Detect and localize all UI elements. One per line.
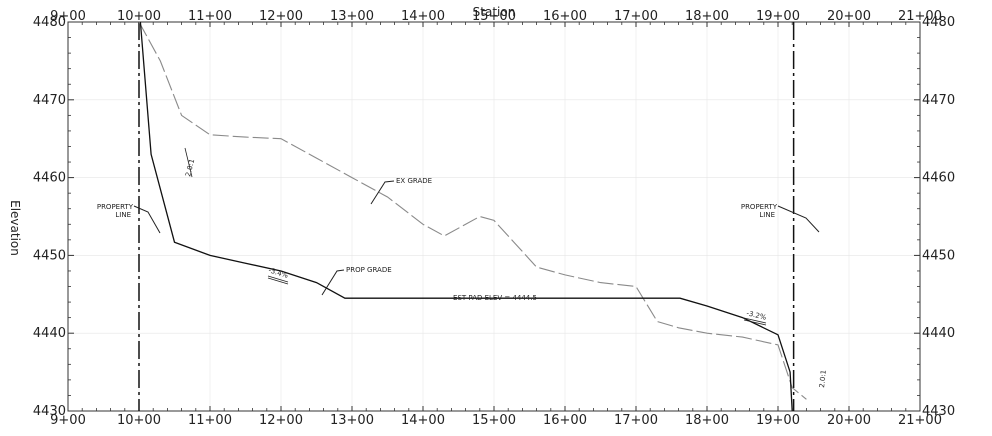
grade-right-arrow-2 — [743, 319, 767, 326]
x-axis-title: Station — [473, 5, 516, 19]
x-tick-label-top: 16+00 — [543, 9, 587, 24]
prop-grade-leader — [321, 269, 345, 296]
x-tick-label-top: 12+00 — [259, 9, 303, 24]
x-tick-label-bottom: 16+00 — [543, 413, 587, 428]
axis-ticks — [67, 21, 921, 412]
grid — [68, 22, 920, 411]
x-tick-label-top: 17+00 — [614, 9, 658, 24]
y-tick-label-left: 4460 — [33, 171, 66, 186]
y-tick-label-left: 4480 — [33, 15, 66, 30]
x-tick-label-top: 9+00 — [50, 9, 86, 24]
x-tick-label-bottom: 12+00 — [259, 413, 303, 428]
slope-left-underline — [184, 147, 193, 178]
x-tick-label-bottom: 20+00 — [827, 413, 871, 428]
x-tick-label-top: 13+00 — [330, 9, 374, 24]
y-tick-label-right: 4440 — [922, 326, 955, 341]
x-tick-label-bottom: 13+00 — [330, 413, 374, 428]
slope-right-label: 2.0:1 — [818, 370, 828, 389]
property-line-left-leader — [133, 205, 161, 234]
prop-grade-label: PROP GRADE — [346, 266, 392, 274]
y-tick-label-right: 4450 — [922, 248, 955, 263]
y-tick-label-left: 4430 — [33, 404, 66, 419]
property-line-right-label-bottom: LINE — [759, 211, 775, 219]
ex-grade-label: EX GRADE — [396, 177, 432, 185]
y-tick-label-left: 4450 — [33, 248, 66, 263]
profile-series — [138, 21, 807, 412]
x-tick-label-bottom: 11+00 — [188, 413, 232, 428]
x-tick-label-bottom: 21+00 — [898, 413, 942, 428]
slope-left-label: 2.0:1 — [184, 158, 196, 177]
x-tick-label-bottom: 17+00 — [614, 413, 658, 428]
property-line-left-label-bottom: LINE — [115, 211, 131, 219]
x-tick-label-bottom: 18+00 — [685, 413, 729, 428]
grade-right-arrow-1 — [743, 317, 767, 324]
ex-grade-leader — [370, 180, 395, 205]
y-tick-label-right: 4430 — [922, 404, 955, 419]
x-tick-label-top: 10+00 — [117, 9, 161, 24]
property-line-left-label-top: PROPERTY — [97, 203, 134, 211]
grade-left-label: -3.4% — [267, 266, 289, 280]
proposed-grade-line — [139, 21, 793, 412]
grade-left-arrow-2 — [267, 277, 289, 285]
x-tick-label-top: 21+00 — [898, 9, 942, 24]
x-tick-label-bottom: 15+00 — [472, 413, 516, 428]
tick-labels: 9+00 9+00 10+00 10+00 11+00 11+00 12+00 12+00 13… — [33, 9, 955, 428]
y-tick-label-right: 4480 — [922, 15, 955, 30]
property-line-right-leader — [777, 205, 820, 233]
property-line-right-label-top: PROPERTY — [741, 203, 778, 211]
y-tick-label-left: 4440 — [33, 326, 66, 341]
y-axis-title: Elevation — [8, 200, 22, 256]
x-tick-label-top: 19+00 — [756, 9, 800, 24]
annotations: PROPERTY LINE PROPERTY LINE EX GRADE PRO… — [97, 147, 828, 389]
y-tick-label-left: 4470 — [33, 93, 66, 108]
x-tick-label-top: 18+00 — [685, 9, 729, 24]
x-tick-label-top: 14+00 — [401, 9, 445, 24]
x-tick-label-top: 11+00 — [188, 9, 232, 24]
y-tick-label-right: 4460 — [922, 171, 955, 186]
y-tick-label-right: 4470 — [922, 93, 955, 108]
grade-left-arrow-1 — [267, 275, 289, 283]
property-lines — [138, 22, 795, 411]
x-tick-label-top: 20+00 — [827, 9, 871, 24]
pad-elevation-label: EST PAD ELEV = 4444.5 — [453, 294, 537, 302]
x-tick-label-bottom: 14+00 — [401, 413, 445, 428]
existing-grade-line — [138, 21, 807, 400]
x-tick-label-top: 15+00 — [472, 9, 516, 24]
x-tick-label-bottom: 19+00 — [756, 413, 800, 428]
x-tick-label-bottom: 10+00 — [117, 413, 161, 428]
x-tick-label-bottom: 9+00 — [50, 413, 86, 428]
